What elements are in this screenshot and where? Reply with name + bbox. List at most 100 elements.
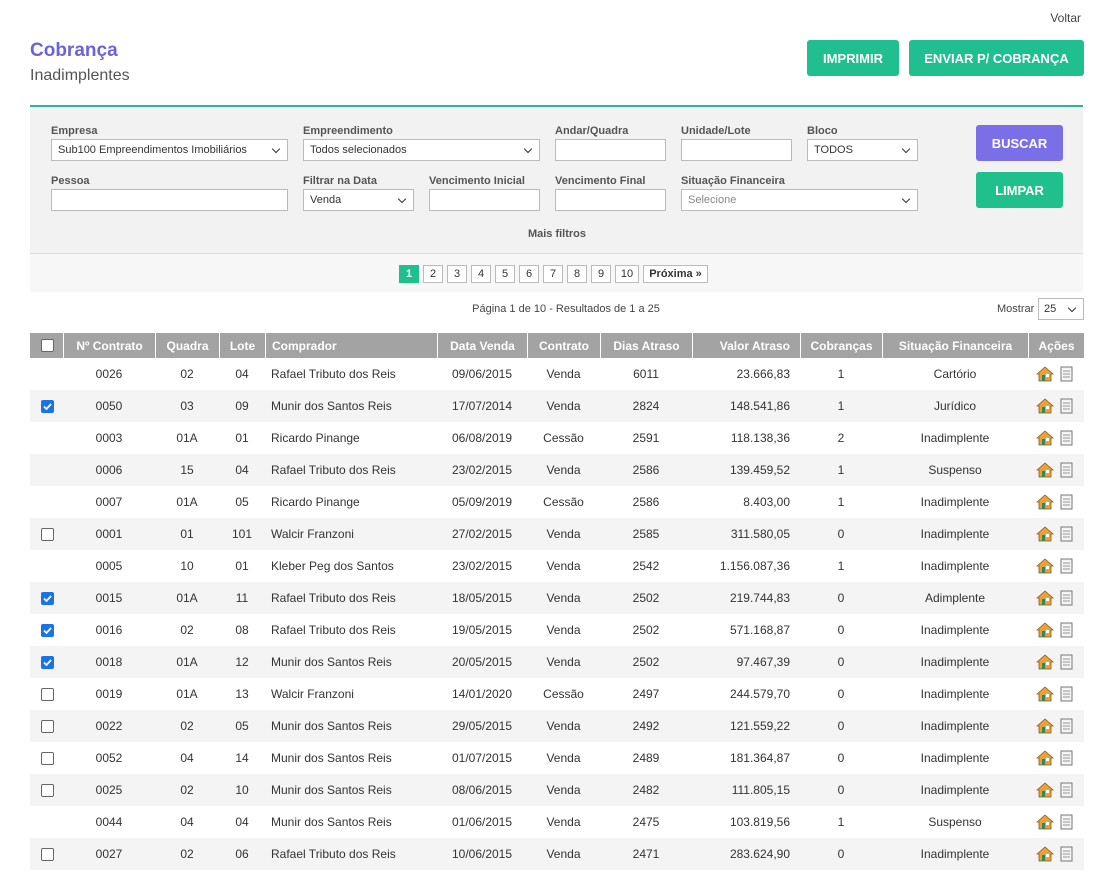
table-cell: Inadimplente <box>882 518 1028 550</box>
table-cell: Venda <box>527 806 600 838</box>
filter-input[interactable] <box>51 189 288 211</box>
page-title: Cobrança <box>30 40 118 62</box>
table-cell: 29/05/2015 <box>437 710 527 742</box>
row-checkbox[interactable] <box>41 339 54 352</box>
table-row: 00250210Munir dos Santos Reis08/06/2015V… <box>30 774 1084 806</box>
action-icons[interactable] <box>1036 686 1080 702</box>
row-actions <box>1036 590 1080 606</box>
row-checkbox[interactable] <box>41 752 54 765</box>
table-cell: 18/05/2015 <box>437 582 527 614</box>
row-checkbox[interactable] <box>41 848 54 861</box>
table-cell: 09 <box>219 390 265 422</box>
action-icons[interactable] <box>1036 814 1080 830</box>
table-cell: 04 <box>219 806 265 838</box>
row-checkbox[interactable] <box>41 688 54 701</box>
page-link[interactable]: 3 <box>447 265 467 283</box>
action-icons[interactable] <box>1036 782 1080 798</box>
row-checkbox[interactable] <box>41 624 54 637</box>
filter-select[interactable]: Sub100 Empreendimentos Imobiliários <box>51 139 288 161</box>
action-icons[interactable] <box>1036 622 1080 638</box>
page-link[interactable]: 6 <box>519 265 539 283</box>
action-icons[interactable] <box>1036 526 1080 542</box>
table-cell: 103.819,56 <box>692 806 800 838</box>
filter-input[interactable] <box>555 189 666 211</box>
table-cell: 08/06/2015 <box>437 774 527 806</box>
filter-input[interactable] <box>681 139 792 161</box>
filter-label: Andar/Quadra <box>555 125 628 137</box>
table-cell: 12 <box>219 646 265 678</box>
filter-select[interactable]: TODOS <box>807 139 918 161</box>
page-link[interactable]: 10 <box>615 265 639 283</box>
row-checkbox[interactable] <box>41 528 54 541</box>
action-icons[interactable] <box>1036 846 1080 862</box>
table-cell: 0025 <box>63 774 155 806</box>
show-label: Mostrar <box>997 303 1034 315</box>
header-button[interactable]: IMPRIMIR <box>807 40 899 76</box>
action-icons[interactable] <box>1036 718 1080 734</box>
row-checkbox[interactable] <box>41 784 54 797</box>
action-icons[interactable] <box>1036 462 1080 478</box>
row-checkbox[interactable] <box>41 656 54 669</box>
page-link[interactable]: 4 <box>471 265 491 283</box>
row-checkbox[interactable] <box>41 400 54 413</box>
page-link[interactable]: 7 <box>543 265 563 283</box>
table-cell: 08 <box>219 614 265 646</box>
action-icons[interactable] <box>1036 750 1080 766</box>
check-mark <box>42 593 53 604</box>
page-link[interactable]: 2 <box>423 265 443 283</box>
table-cell: Venda <box>527 390 600 422</box>
row-actions <box>1036 654 1080 670</box>
page-size-select[interactable]: 25 <box>1038 298 1084 320</box>
column-header: Quadra <box>155 333 219 358</box>
filter-select[interactable]: Selecione <box>681 189 918 211</box>
row-actions <box>1036 558 1080 574</box>
table-cell: 2502 <box>600 614 692 646</box>
row-checkbox[interactable] <box>41 592 54 605</box>
table-cell: Jurídico <box>882 390 1028 422</box>
table-cell: 2542 <box>600 550 692 582</box>
page-link[interactable]: 8 <box>567 265 587 283</box>
table-cell: 01 <box>219 422 265 454</box>
table-cell: 0 <box>800 838 882 870</box>
filter-input[interactable] <box>429 189 540 211</box>
action-icons[interactable] <box>1036 558 1080 574</box>
search-button[interactable]: BUSCAR <box>976 125 1063 161</box>
header-button[interactable]: ENVIAR P/ COBRANÇA <box>909 40 1084 76</box>
filter-select[interactable]: Todos selecionados <box>303 139 540 161</box>
table-row: 00220205Munir dos Santos Reis29/05/2015V… <box>30 710 1084 742</box>
filter-select[interactable]: Venda <box>303 189 414 211</box>
table-cell: Venda <box>527 742 600 774</box>
next-link[interactable]: Próxima » <box>643 265 708 283</box>
table-cell: Rafael Tributo dos Reis <box>265 614 437 646</box>
action-icons[interactable] <box>1036 590 1080 606</box>
table-row: 00270206Rafael Tributo dos Reis10/06/201… <box>30 838 1084 870</box>
clear-button[interactable]: LIMPAR <box>976 172 1063 208</box>
page-link[interactable]: 5 <box>495 265 515 283</box>
table-cell: 2591 <box>600 422 692 454</box>
filter-label: Bloco <box>807 125 838 137</box>
back-link[interactable]: Voltar <box>1050 11 1081 25</box>
table-cell: 01/06/2015 <box>437 806 527 838</box>
action-icons[interactable] <box>1036 366 1080 382</box>
table-cell: 06/08/2019 <box>437 422 527 454</box>
action-icons[interactable] <box>1036 494 1080 510</box>
column-header: Contrato <box>527 333 600 358</box>
table-cell: 04 <box>219 358 265 390</box>
filter-input[interactable] <box>555 139 666 161</box>
table-cell: 02 <box>155 358 219 390</box>
row-checkbox[interactable] <box>41 720 54 733</box>
page-link[interactable]: 1 <box>399 265 419 283</box>
page-link[interactable]: 9 <box>591 265 611 283</box>
table-cell: 0018 <box>63 646 155 678</box>
table-cell: 283.624,90 <box>692 838 800 870</box>
table-cell: 05 <box>219 710 265 742</box>
table-cell: 311.580,05 <box>692 518 800 550</box>
action-icons[interactable] <box>1036 654 1080 670</box>
column-header: Nº Contrato <box>63 333 155 358</box>
more-filters[interactable]: Mais filtros <box>500 228 614 240</box>
table-cell: 0 <box>800 710 882 742</box>
action-icons[interactable] <box>1036 430 1080 446</box>
action-icons[interactable] <box>1036 398 1080 414</box>
table-cell: 2471 <box>600 838 692 870</box>
table-row: 000301A01Ricardo Pinange06/08/2019Cessão… <box>30 422 1084 454</box>
